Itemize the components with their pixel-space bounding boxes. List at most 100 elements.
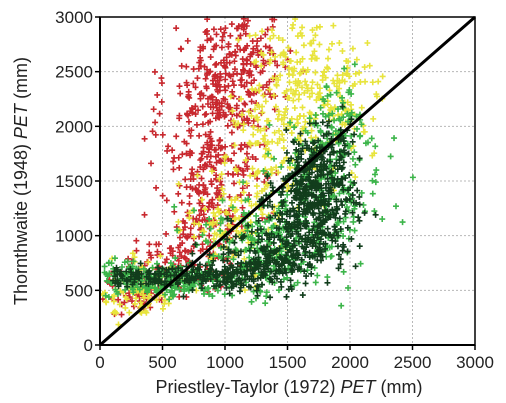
- data-point: [225, 249, 232, 256]
- data-point: [356, 193, 363, 200]
- data-point: [308, 145, 315, 152]
- data-point: [321, 98, 328, 105]
- data-point: [182, 176, 189, 183]
- data-point: [266, 60, 273, 67]
- data-point: [335, 251, 342, 258]
- data-point: [267, 56, 274, 63]
- data-point: [111, 308, 118, 315]
- data-point: [217, 26, 224, 33]
- data-point: [331, 176, 338, 183]
- data-point: [293, 146, 300, 153]
- data-point: [323, 84, 330, 91]
- data-point: [257, 226, 264, 233]
- data-point: [224, 215, 231, 222]
- data-point: [184, 234, 191, 241]
- data-point: [166, 245, 173, 252]
- data-point: [265, 265, 272, 272]
- data-point: [251, 237, 258, 244]
- data-point: [195, 221, 202, 228]
- data-point: [322, 245, 329, 252]
- data-point: [122, 304, 129, 311]
- data-point: [317, 104, 324, 111]
- data-point: [246, 192, 253, 199]
- data-point: [280, 121, 287, 128]
- data-point: [232, 122, 239, 129]
- data-point: [202, 131, 209, 138]
- data-point: [369, 177, 376, 184]
- data-point: [248, 98, 255, 105]
- data-point: [289, 230, 296, 237]
- data-point: [101, 269, 108, 276]
- data-point: [145, 269, 152, 276]
- data-point: [227, 274, 234, 281]
- data-point: [345, 89, 352, 96]
- data-point: [244, 17, 251, 24]
- data-point: [205, 149, 212, 156]
- data-point: [244, 42, 251, 49]
- data-point: [131, 300, 138, 307]
- data-point: [325, 46, 332, 53]
- data-point: [286, 207, 293, 214]
- data-point: [137, 299, 144, 306]
- data-point: [288, 199, 295, 206]
- data-point: [235, 277, 242, 284]
- reference-line-layer: [99, 15, 476, 347]
- data-point: [213, 283, 220, 290]
- data-point: [209, 221, 216, 228]
- data-point: [254, 140, 261, 147]
- data-point: [159, 192, 166, 199]
- data-point: [234, 25, 241, 32]
- data-point: [352, 263, 359, 270]
- data-point: [300, 245, 307, 252]
- data-point: [101, 263, 108, 270]
- data-point: [257, 69, 264, 76]
- data-point: [210, 235, 217, 242]
- data-point: [290, 21, 297, 28]
- data-point: [248, 298, 255, 305]
- data-point: [238, 259, 245, 266]
- data-point: [232, 233, 239, 240]
- data-point: [306, 254, 313, 261]
- data-point: [297, 69, 304, 76]
- data-point: [200, 92, 207, 99]
- data-point: [275, 108, 282, 115]
- data-point: [264, 202, 271, 209]
- data-point: [340, 159, 347, 166]
- data-point: [262, 218, 269, 225]
- data-point: [289, 267, 296, 274]
- data-point: [201, 63, 208, 70]
- data-point: [339, 47, 346, 54]
- data-point: [158, 80, 165, 87]
- data-point: [103, 277, 110, 284]
- data-point: [277, 52, 284, 59]
- data-point: [177, 90, 184, 97]
- data-point: [226, 193, 233, 200]
- data-point: [231, 249, 238, 256]
- data-point: [349, 209, 356, 216]
- data-point: [191, 220, 198, 227]
- data-point: [291, 221, 298, 228]
- data-point: [317, 236, 324, 243]
- data-point: [362, 140, 369, 147]
- data-point: [204, 100, 211, 107]
- data-point: [352, 70, 359, 77]
- data-point: [192, 111, 199, 118]
- data-point: [245, 120, 252, 127]
- data-point: [252, 32, 259, 39]
- data-point: [304, 87, 311, 94]
- data-point: [221, 83, 228, 90]
- data-point: [266, 275, 273, 282]
- data-point: [361, 128, 368, 135]
- data-point: [207, 35, 214, 42]
- data-point: [339, 247, 346, 254]
- data-point: [138, 270, 145, 277]
- data-point: [259, 28, 266, 35]
- data-point: [298, 193, 305, 200]
- data-point: [311, 139, 318, 146]
- data-point: [334, 166, 341, 173]
- data-point: [332, 238, 339, 245]
- data-point: [266, 255, 273, 262]
- data-point: [145, 259, 152, 266]
- data-point: [342, 208, 349, 215]
